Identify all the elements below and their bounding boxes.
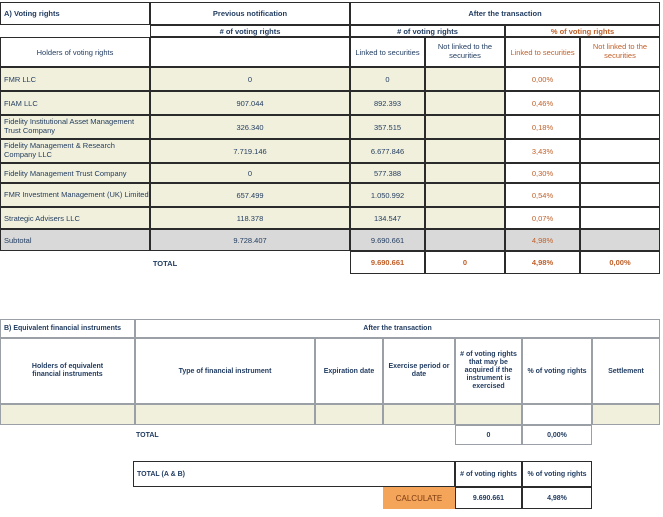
holder-name: Fidelity Institutional Asset Management … bbox=[0, 115, 150, 139]
subtotal-pct-not-linked bbox=[580, 229, 660, 251]
linked-value[interactable]: 577.388 bbox=[350, 163, 425, 183]
col-pct-voting-rights: % of voting rights bbox=[522, 338, 592, 404]
calculate-button[interactable]: CALCULATE bbox=[383, 487, 455, 509]
col-num-voting-rights: # of voting rights that may be acquired … bbox=[455, 338, 522, 404]
pct-not-linked-label: Not linked to the securities bbox=[580, 37, 660, 67]
pct-linked-label: Linked to securities bbox=[505, 37, 580, 67]
section-b-total-pct: 0,00% bbox=[522, 425, 592, 445]
pct-voting-rights-header: % of voting rights bbox=[505, 25, 660, 37]
subtotal-pct-linked: 4,98% bbox=[505, 229, 580, 251]
pct-linked-value: 0,30% bbox=[505, 163, 580, 183]
col-expiration-date: Expiration date bbox=[315, 338, 383, 404]
not-linked-value[interactable] bbox=[425, 67, 505, 91]
pct-not-linked-value bbox=[580, 115, 660, 139]
section-b-after-header: After the transaction bbox=[135, 319, 660, 338]
subtotal-label: Subtotal bbox=[0, 229, 150, 251]
output-pct bbox=[522, 404, 592, 425]
total-not-linked: 0 bbox=[425, 251, 505, 274]
col-type-instrument: Type of financial instrument bbox=[135, 338, 315, 404]
not-linked-label: Not linked to the securities bbox=[425, 37, 505, 67]
pct-linked-value: 0,46% bbox=[505, 91, 580, 115]
pct-linked-value: 0,18% bbox=[505, 115, 580, 139]
not-linked-value[interactable] bbox=[425, 207, 505, 229]
input-holder[interactable] bbox=[0, 404, 135, 425]
total-pct-not-linked: 0,00% bbox=[580, 251, 660, 274]
prev-value[interactable]: 657.499 bbox=[150, 183, 350, 207]
total-ab-num-header: # of voting rights bbox=[455, 461, 522, 487]
subtotal-prev: 9.728.407 bbox=[150, 229, 350, 251]
subtotal-not-linked bbox=[425, 229, 505, 251]
section-b-title: B) Equivalent financial instruments bbox=[0, 319, 135, 338]
prev-blank-cell bbox=[150, 37, 350, 67]
linked-value[interactable]: 0 bbox=[350, 67, 425, 91]
section-a-title: A) Voting rights bbox=[0, 2, 150, 25]
total-ab-num-value: 9.690.661 bbox=[455, 487, 522, 509]
holder-name: FIAM LLC bbox=[0, 91, 150, 115]
not-linked-value[interactable] bbox=[425, 139, 505, 163]
input-settlement[interactable] bbox=[592, 404, 660, 425]
not-linked-value[interactable] bbox=[425, 91, 505, 115]
input-type[interactable] bbox=[135, 404, 315, 425]
subtotal-linked: 9.690.661 bbox=[350, 229, 425, 251]
holders-label: Holders of voting rights bbox=[0, 37, 150, 67]
input-num[interactable] bbox=[455, 404, 522, 425]
col-holders-equivalent: Holders of equivalent financial instrume… bbox=[0, 338, 135, 404]
linked-value[interactable]: 1.050.992 bbox=[350, 183, 425, 207]
pct-not-linked-value bbox=[580, 163, 660, 183]
prev-value[interactable]: 7.719.146 bbox=[150, 139, 350, 163]
prev-value[interactable]: 326.340 bbox=[150, 115, 350, 139]
total-label: TOTAL bbox=[152, 258, 178, 268]
linked-value[interactable]: 134.547 bbox=[350, 207, 425, 229]
linked-value[interactable]: 892.393 bbox=[350, 91, 425, 115]
linked-value[interactable]: 357.515 bbox=[350, 115, 425, 139]
prev-voting-rights-header: # of voting rights bbox=[150, 25, 350, 37]
after-transaction-header: After the transaction bbox=[350, 2, 660, 25]
pct-not-linked-value bbox=[580, 183, 660, 207]
total-ab-pct-header: % of voting rights bbox=[522, 461, 592, 487]
pct-not-linked-value bbox=[580, 91, 660, 115]
prev-value[interactable]: 907.044 bbox=[150, 91, 350, 115]
pct-not-linked-value bbox=[580, 207, 660, 229]
linked-value[interactable]: 6.677.846 bbox=[350, 139, 425, 163]
total-pct-linked: 4,98% bbox=[505, 251, 580, 274]
pct-linked-value: 0,07% bbox=[505, 207, 580, 229]
col-settlement: Settlement bbox=[592, 338, 660, 404]
not-linked-value[interactable] bbox=[425, 163, 505, 183]
section-b-total-label: TOTAL bbox=[136, 432, 159, 439]
pct-not-linked-value bbox=[580, 139, 660, 163]
total-linked: 9.690.661 bbox=[350, 251, 425, 274]
total-ab-pct-value: 4,98% bbox=[522, 487, 592, 509]
pct-linked-value: 0,54% bbox=[505, 183, 580, 207]
col-exercise-period: Exercise period or date bbox=[383, 338, 455, 404]
holder-name: Fidelity Management & Research Company L… bbox=[0, 139, 150, 163]
previous-notification-header: Previous notification bbox=[150, 2, 350, 25]
holder-name: Strategic Advisers LLC bbox=[0, 207, 150, 229]
input-expiration[interactable] bbox=[315, 404, 383, 425]
holder-name: FMR Investment Management (UK) Limited bbox=[0, 183, 150, 207]
total-ab-label: TOTAL (A & B) bbox=[133, 461, 455, 487]
pct-linked-value: 0,00% bbox=[505, 67, 580, 91]
after-voting-rights-header: # of voting rights bbox=[350, 25, 505, 37]
holder-name: Fidelity Management Trust Company bbox=[0, 163, 150, 183]
prev-value[interactable]: 0 bbox=[150, 67, 350, 91]
pct-not-linked-value bbox=[580, 67, 660, 91]
linked-label: Linked to securities bbox=[350, 37, 425, 67]
prev-value[interactable]: 118.378 bbox=[150, 207, 350, 229]
holder-name: FMR LLC bbox=[0, 67, 150, 91]
not-linked-value[interactable] bbox=[425, 183, 505, 207]
not-linked-value[interactable] bbox=[425, 115, 505, 139]
prev-value[interactable]: 0 bbox=[150, 163, 350, 183]
input-exercise[interactable] bbox=[383, 404, 455, 425]
pct-linked-value: 3,43% bbox=[505, 139, 580, 163]
section-b-total-num: 0 bbox=[455, 425, 522, 445]
